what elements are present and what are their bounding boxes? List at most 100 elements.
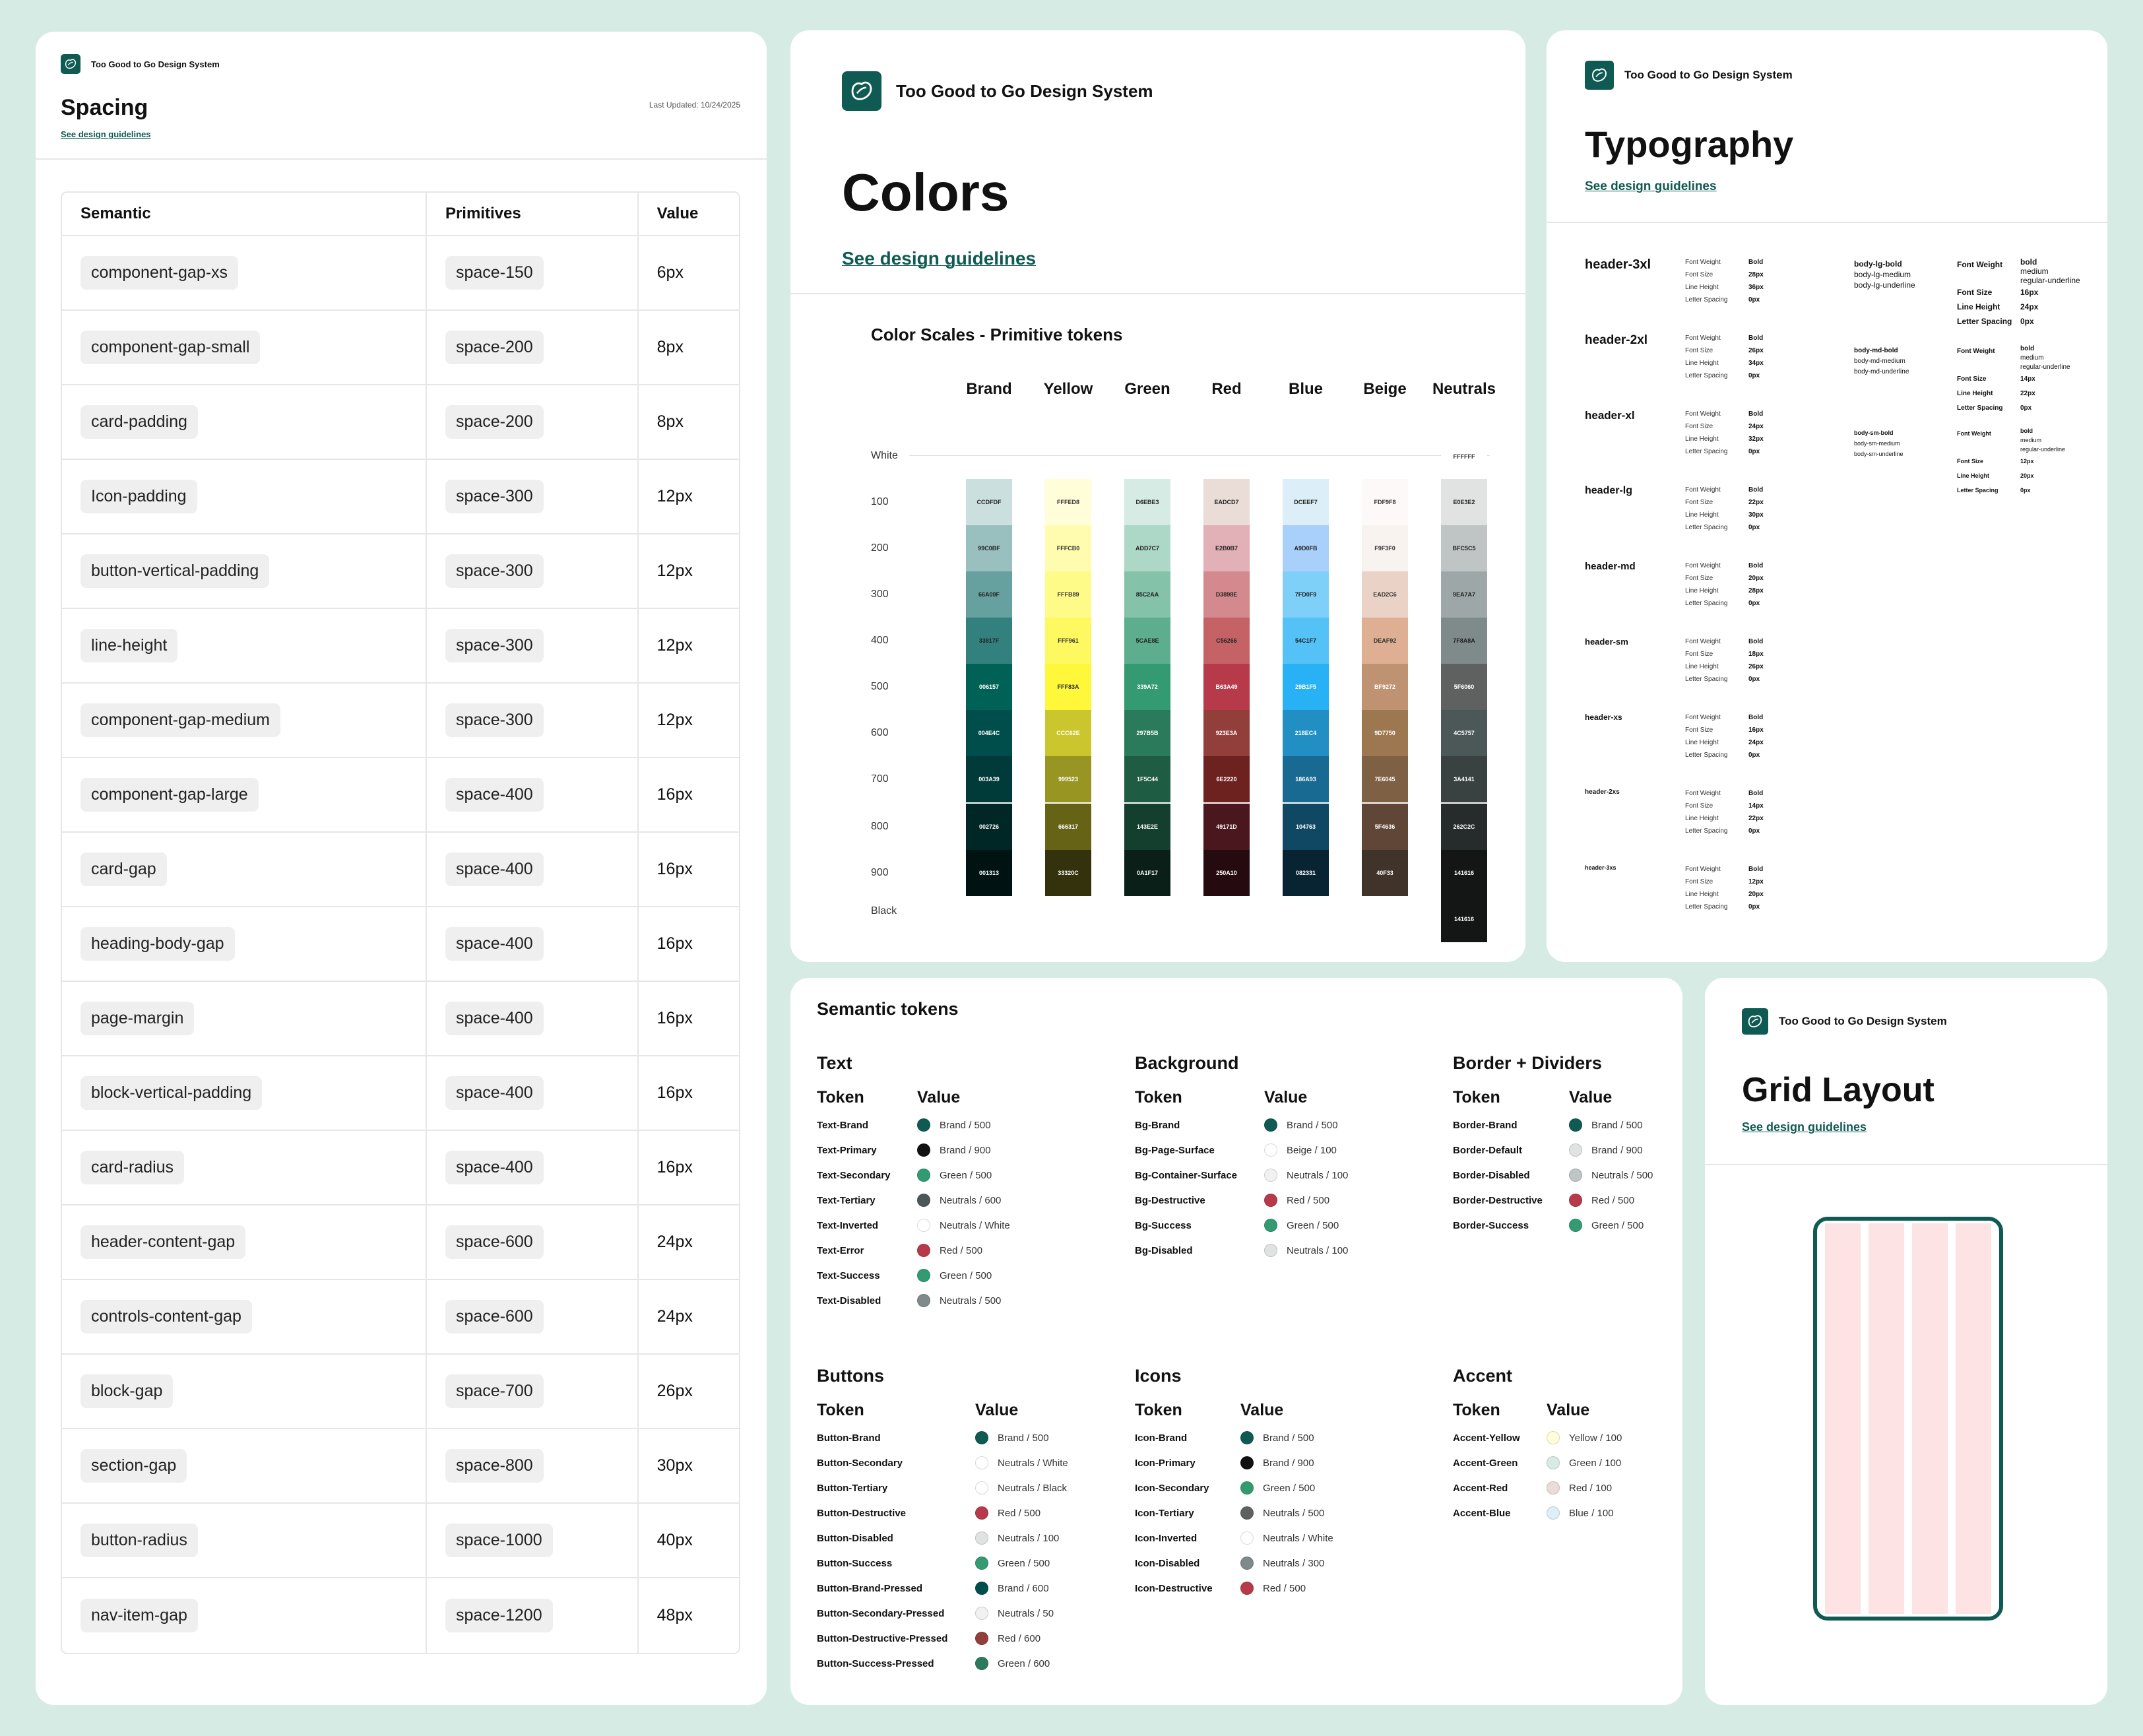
column-header: Primitives bbox=[425, 193, 637, 236]
type-style-name: header-xs bbox=[1585, 713, 1622, 722]
color-swatch: EADCD7 bbox=[1203, 479, 1250, 525]
token-list: Button-Brand Brand / 500 Button-Secondary N… bbox=[817, 1425, 1068, 1676]
color-swatch: 104763 bbox=[1283, 804, 1329, 850]
table-row: card-gap space-400 16px bbox=[62, 833, 739, 907]
token-name: Text-Success bbox=[817, 1270, 880, 1281]
row-label: 800 bbox=[871, 821, 889, 832]
spec-label: Line Height bbox=[1957, 390, 1993, 397]
color-dot-icon bbox=[917, 1169, 930, 1182]
color-swatch: A9D0FB bbox=[1283, 525, 1329, 571]
color-dot-icon bbox=[1240, 1481, 1254, 1495]
spec-value: 22px bbox=[1748, 815, 1764, 822]
token-value: Red / 100 bbox=[1547, 1481, 1612, 1495]
spec-value: Bold bbox=[1748, 410, 1764, 418]
scale-name: Neutrals bbox=[1432, 380, 1496, 398]
spec-value: 20px bbox=[1748, 891, 1764, 898]
token-value-label: Beige / 100 bbox=[1287, 1144, 1337, 1156]
primitive-token-chip: space-400 bbox=[445, 1151, 544, 1184]
spec-label: Font Weight bbox=[1685, 410, 1721, 418]
table-row: component-gap-small space-200 8px bbox=[62, 311, 739, 385]
token-value: Neutrals / 300 bbox=[1240, 1557, 1324, 1570]
color-dot-icon bbox=[1547, 1431, 1560, 1444]
primitive-cell: space-800 bbox=[425, 1429, 637, 1504]
design-guidelines-link[interactable]: See design guidelines bbox=[842, 248, 1037, 269]
color-swatch: 99C0BF bbox=[966, 525, 1012, 571]
token-value-label: Green / 100 bbox=[1569, 1457, 1622, 1469]
color-dot-icon bbox=[1240, 1531, 1254, 1545]
spec-label: Font Size bbox=[1685, 271, 1713, 278]
spec-row: Letter Spacing 0px bbox=[1685, 901, 1764, 913]
token-value: Green / 500 bbox=[917, 1169, 992, 1182]
design-guidelines-link[interactable]: See design guidelines bbox=[1742, 1120, 1867, 1134]
spec-value: Bold bbox=[1748, 714, 1764, 721]
token-row: Text-Primary Brand / 900 bbox=[817, 1138, 1010, 1163]
color-swatch: FDF9F8 bbox=[1362, 479, 1408, 525]
color-swatch: 49171D bbox=[1203, 804, 1250, 850]
semantic-cell: nav-item-gap bbox=[62, 1578, 426, 1653]
page-title: Typography bbox=[1585, 123, 1794, 165]
token-value-label: Neutrals / White bbox=[998, 1457, 1068, 1469]
table-row: controls-content-gap space-600 24px bbox=[62, 1280, 739, 1355]
table-row: page-margin space-400 16px bbox=[62, 982, 739, 1056]
semantic-token-chip: button-radius bbox=[80, 1524, 198, 1557]
row-label: 500 bbox=[871, 681, 889, 692]
token-value: Brand / 900 bbox=[917, 1143, 991, 1157]
design-guidelines-link[interactable]: See design guidelines bbox=[1585, 179, 1717, 193]
spec-value: 22px bbox=[1748, 499, 1764, 506]
token-group: Border + Dividers Token Value Border-Brand B… bbox=[1453, 1053, 1653, 1238]
table-row: heading-body-gap space-400 16px bbox=[62, 907, 739, 982]
token-value: Neutrals / 500 bbox=[1240, 1506, 1324, 1520]
color-swatch: 666317 bbox=[1045, 804, 1091, 850]
color-dot-icon bbox=[1264, 1143, 1277, 1157]
primitive-cell: space-1000 bbox=[425, 1504, 637, 1578]
value-cell: 8px bbox=[637, 311, 739, 385]
spec-row: Letter Spacing 0px bbox=[1685, 370, 1764, 382]
token-row: Accent-Yellow Yellow / 100 bbox=[1453, 1425, 1622, 1450]
spec-row: Line Height 32px bbox=[1685, 433, 1764, 445]
semantic-cell: block-gap bbox=[62, 1355, 426, 1429]
spacing-table: Semantic Primitives Value component-gap-xs… bbox=[61, 191, 740, 1654]
spec-label: Font Size bbox=[1685, 499, 1713, 506]
token-value-label: Red / 500 bbox=[998, 1507, 1041, 1519]
spec-value: 0px bbox=[2020, 317, 2034, 326]
color-dot-icon bbox=[917, 1294, 930, 1307]
spec-label: Line Height bbox=[1685, 663, 1719, 670]
token-value: Neutrals / White bbox=[975, 1456, 1068, 1469]
color-swatch: 4C5757 bbox=[1441, 710, 1487, 756]
color-dot-icon bbox=[1569, 1194, 1582, 1207]
spec-row: Font Size 26px bbox=[1685, 344, 1764, 357]
spec-label: Font Weight bbox=[1685, 638, 1721, 645]
semantic-cell: button-radius bbox=[62, 1504, 426, 1578]
spec-label: Font Size bbox=[1957, 458, 1983, 465]
body-style-name: body-lg-underline bbox=[1854, 280, 1915, 290]
token-value: Brand / 900 bbox=[1240, 1456, 1314, 1469]
color-swatch: 7F8A8A bbox=[1441, 618, 1487, 664]
token-group-header: Token Value bbox=[1135, 1088, 1348, 1107]
token-value-label: Red / 100 bbox=[1569, 1482, 1613, 1494]
primitive-token-chip: space-1000 bbox=[445, 1524, 553, 1557]
type-style-name: header-2xl bbox=[1585, 333, 1648, 347]
token-name: Border-Success bbox=[1453, 1219, 1529, 1231]
color-swatch: B63A49 bbox=[1203, 664, 1250, 710]
spec-value: 12px bbox=[1748, 878, 1764, 885]
token-row: Bg-Destructive Red / 500 bbox=[1135, 1188, 1348, 1213]
token-value-label: Brand / 500 bbox=[998, 1432, 1049, 1444]
value-column-header: Value bbox=[1240, 1401, 1284, 1419]
body-style-spec: Font Weight bold medium regular-underline Fo… bbox=[1957, 426, 2065, 498]
semantic-cell: component-gap-small bbox=[62, 311, 426, 385]
color-dot-icon bbox=[917, 1244, 930, 1257]
page-title: Colors bbox=[842, 163, 1009, 222]
design-guidelines-link[interactable]: See design guidelines bbox=[61, 129, 151, 139]
token-value-label: Neutrals / White bbox=[940, 1219, 1010, 1231]
token-row: Bg-Container-Surface Neutrals / 100 bbox=[1135, 1163, 1348, 1188]
value-cell: 48px bbox=[637, 1578, 739, 1653]
primitive-token-chip: space-400 bbox=[445, 927, 544, 961]
token-group-header: Token Value bbox=[1135, 1401, 1333, 1420]
spec-label: Letter Spacing bbox=[1685, 676, 1728, 683]
token-row: Text-Error Red / 500 bbox=[817, 1238, 1010, 1263]
token-group-title: Buttons bbox=[817, 1366, 884, 1386]
white-swatch: FFFFFF bbox=[1441, 447, 1487, 466]
primitive-cell: space-200 bbox=[425, 311, 637, 385]
semantic-token-chip: component-gap-small bbox=[80, 331, 261, 364]
token-value: Green / 500 bbox=[1569, 1219, 1644, 1232]
